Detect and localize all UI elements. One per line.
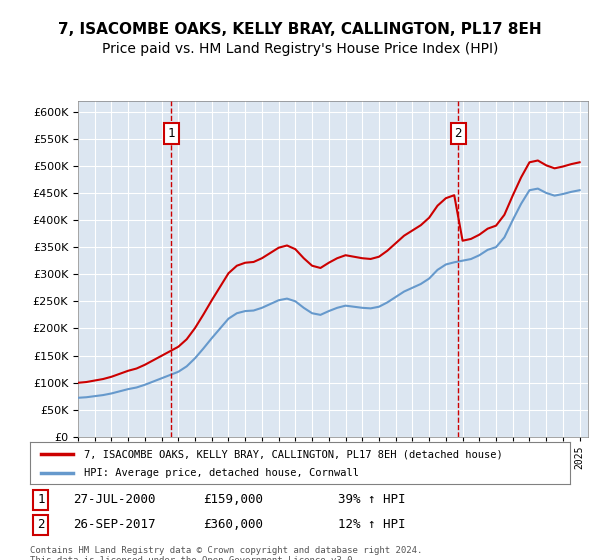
Text: 1: 1 bbox=[167, 127, 175, 140]
Text: £360,000: £360,000 bbox=[203, 519, 263, 531]
Text: 27-JUL-2000: 27-JUL-2000 bbox=[73, 493, 156, 506]
Text: 1: 1 bbox=[37, 493, 44, 506]
Text: 7, ISACOMBE OAKS, KELLY BRAY, CALLINGTON, PL17 8EH: 7, ISACOMBE OAKS, KELLY BRAY, CALLINGTON… bbox=[58, 22, 542, 38]
Text: Contains HM Land Registry data © Crown copyright and database right 2024.
This d: Contains HM Land Registry data © Crown c… bbox=[30, 546, 422, 560]
Text: 2: 2 bbox=[37, 519, 44, 531]
Text: HPI: Average price, detached house, Cornwall: HPI: Average price, detached house, Corn… bbox=[84, 468, 359, 478]
Text: £159,000: £159,000 bbox=[203, 493, 263, 506]
Text: 7, ISACOMBE OAKS, KELLY BRAY, CALLINGTON, PL17 8EH (detached house): 7, ISACOMBE OAKS, KELLY BRAY, CALLINGTON… bbox=[84, 449, 503, 459]
Text: 12% ↑ HPI: 12% ↑ HPI bbox=[338, 519, 406, 531]
Text: Price paid vs. HM Land Registry's House Price Index (HPI): Price paid vs. HM Land Registry's House … bbox=[102, 42, 498, 56]
Text: 39% ↑ HPI: 39% ↑ HPI bbox=[338, 493, 406, 506]
Text: 26-SEP-2017: 26-SEP-2017 bbox=[73, 519, 156, 531]
Text: 2: 2 bbox=[454, 127, 462, 140]
